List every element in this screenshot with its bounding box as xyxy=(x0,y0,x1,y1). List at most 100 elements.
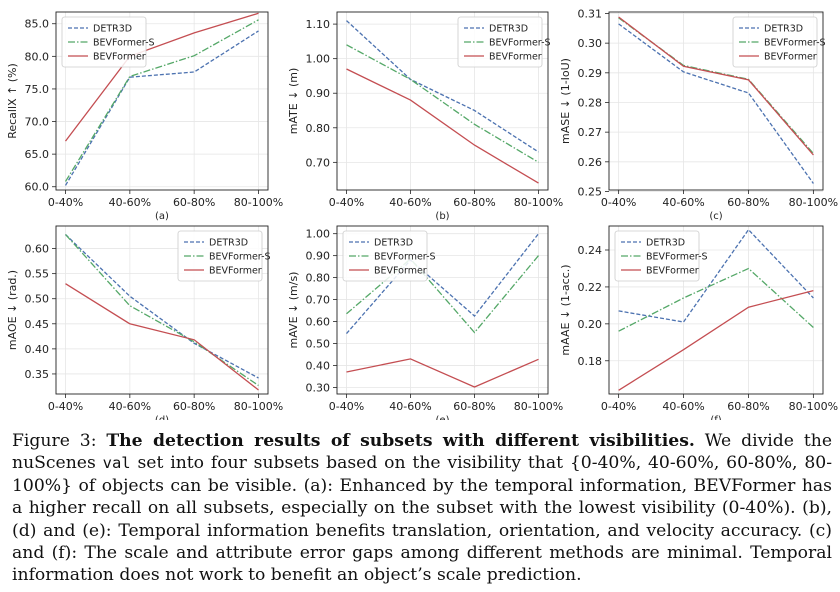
caption-code: val xyxy=(102,454,131,473)
y-axis-label: mAAE ↓ (1-acc.) xyxy=(559,264,572,355)
x-tick-label: 80-100% xyxy=(234,400,283,413)
series-line-detr3d xyxy=(346,20,539,153)
y-tick-label: 0.70 xyxy=(306,294,331,307)
y-tick-label: 0.26 xyxy=(578,156,603,169)
y-tick-label: 0.20 xyxy=(578,318,603,331)
y-axis-label: mAVE ↓ (m/s) xyxy=(287,272,300,349)
y-tick-label: 0.31 xyxy=(578,7,603,20)
series-line-detr3d xyxy=(64,30,259,186)
x-tick-label: 60-80% xyxy=(453,400,495,413)
x-tick-label: 80-100% xyxy=(234,196,283,209)
series-line-detr3d xyxy=(346,233,540,335)
y-tick-label: 0.30 xyxy=(578,37,603,50)
panel-label: (f) xyxy=(710,415,721,420)
plot-frame xyxy=(608,225,824,395)
y-tick-label: 0.40 xyxy=(306,359,331,372)
x-tick-label: 80-100% xyxy=(514,400,563,413)
y-tick-label: 85.0 xyxy=(25,18,50,31)
y-tick-label: 0.18 xyxy=(578,355,603,368)
y-tick-label: 80.0 xyxy=(25,50,50,63)
plot-frame xyxy=(336,225,549,395)
y-tick-label: 0.27 xyxy=(578,126,603,139)
legend-label: BEVFormer-S xyxy=(489,38,551,49)
y-axis-label: mATE ↓ (m) xyxy=(287,68,300,135)
panel-label: (a) xyxy=(155,211,169,222)
x-tick-label: 60-80% xyxy=(453,196,495,209)
plot-frame xyxy=(336,11,549,191)
x-tick-label: 0-40% xyxy=(48,196,83,209)
y-tick-label: 0.22 xyxy=(578,281,603,294)
chart-panel-a: 60.0 65.0 70.0 75.0 80.0 85.0 0-40% 40-60% 60-80… xyxy=(6,11,283,222)
chart-panel-f: 0.18 0.20 0.22 0.24 0-40% 40-60% 60-80% 80-100%… xyxy=(559,225,838,420)
legend: DETR3D BEVFormer-S BEVFormer xyxy=(732,16,826,68)
x-tick-label: 60-80% xyxy=(173,400,215,413)
y-tick-label: 1.00 xyxy=(306,228,331,241)
y-tick-label: 0.25 xyxy=(578,185,603,198)
caption-label: Figure 3: xyxy=(12,431,97,451)
series-line-bevformer xyxy=(618,16,814,156)
y-tick-label: 0.50 xyxy=(25,293,50,306)
y-tick-label: 0.24 xyxy=(578,244,603,257)
x-tick-label: 40-60% xyxy=(109,400,151,413)
legend-box xyxy=(457,16,543,68)
legend-label: BEVFormer-S xyxy=(93,38,155,49)
series-line-bevformer-s xyxy=(65,234,259,387)
y-tick-label: 1.10 xyxy=(306,18,331,31)
legend: DETR3D BEVFormer-S BEVFormer xyxy=(342,230,436,282)
legend-box xyxy=(732,16,818,68)
x-tick-label: 40-60% xyxy=(389,196,431,209)
x-tick-label: 0-40% xyxy=(329,400,364,413)
y-tick-label: 0.29 xyxy=(578,67,603,80)
chart-panel-e: 0.30 0.40 0.50 0.60 0.70 0.80 0.90 1.00 0-40% 40-… xyxy=(287,225,563,420)
x-tick-label: 0-40% xyxy=(601,400,636,413)
x-tick-label: 40-60% xyxy=(662,400,704,413)
x-tick-label: 60-80% xyxy=(727,196,769,209)
legend: DETR3D BEVFormer-S BEVFormer xyxy=(457,16,551,68)
x-tick-label: 40-60% xyxy=(109,196,151,209)
series-line-bevformer xyxy=(65,283,259,391)
series-line-detr3d xyxy=(618,228,814,323)
legend: DETR3D BEVFormer-S BEVFormer xyxy=(177,230,271,282)
legend-label: BEVFormer-S xyxy=(646,252,708,263)
x-tick-label: 60-80% xyxy=(727,400,769,413)
y-tick-label: 0.55 xyxy=(25,268,50,281)
x-tick-label: 80-100% xyxy=(789,196,838,209)
x-tick-label: 0-40% xyxy=(329,196,364,209)
y-tick-label: 0.90 xyxy=(306,250,331,263)
y-tick-label: 0.60 xyxy=(25,243,50,256)
y-tick-label: 0.50 xyxy=(306,337,331,350)
x-tick-label: 40-60% xyxy=(389,400,431,413)
legend-label: BEVFormer-S xyxy=(374,252,436,263)
legend-box xyxy=(614,230,700,282)
figure-charts: 60.0 65.0 70.0 75.0 80.0 85.0 0-40% 40-60% 60-80… xyxy=(6,7,838,420)
legend-label: BEVFormer xyxy=(489,52,542,63)
x-tick-label: 60-80% xyxy=(173,196,215,209)
x-tick-label: 80-100% xyxy=(789,400,838,413)
x-tick-label: 80-100% xyxy=(514,196,563,209)
y-tick-label: 0.60 xyxy=(306,316,331,329)
series-line-bevformer-s xyxy=(346,255,539,334)
figure-caption: Figure 3: The detection results of subse… xyxy=(12,430,832,587)
x-tick-label: 0-40% xyxy=(601,196,636,209)
legend-label: DETR3D xyxy=(764,24,803,35)
legend-label: BEVFormer xyxy=(764,52,817,63)
y-tick-label: 0.30 xyxy=(306,381,331,394)
legend-label: DETR3D xyxy=(374,238,413,249)
series-line-bevformer xyxy=(346,358,539,388)
plot-frame xyxy=(55,11,269,191)
y-tick-label: 0.45 xyxy=(25,318,50,331)
y-tick-label: 0.40 xyxy=(25,343,50,356)
y-tick-label: 1.00 xyxy=(306,53,331,66)
y-tick-label: 0.28 xyxy=(578,96,603,109)
panel-label: (b) xyxy=(435,211,449,222)
legend-label: BEVFormer-S xyxy=(764,38,826,49)
y-tick-label: 0.80 xyxy=(306,272,331,285)
caption-text-1: We divide the nuScenes xyxy=(12,431,833,474)
caption-title: The detection results of subsets with di… xyxy=(106,431,695,451)
y-tick-label: 70.0 xyxy=(25,116,50,129)
panel-label: (d) xyxy=(155,415,169,420)
legend-label: BEVFormer xyxy=(646,266,699,277)
caption-text-2: set into four subsets based on the visib… xyxy=(12,453,833,586)
legend: DETR3D BEVFormer-S BEVFormer xyxy=(614,230,708,282)
series-line-bevformer xyxy=(618,289,814,391)
